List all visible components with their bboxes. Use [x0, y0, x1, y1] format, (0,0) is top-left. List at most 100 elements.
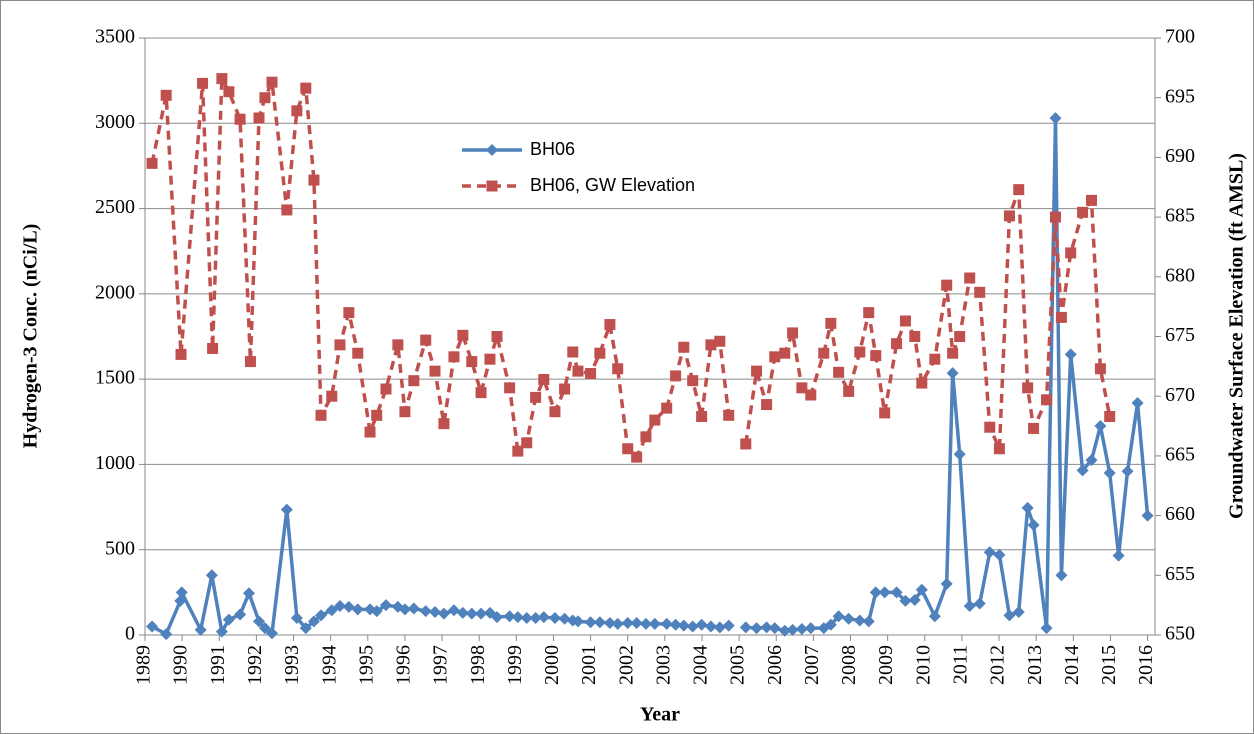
marker — [630, 617, 643, 630]
marker — [768, 622, 781, 635]
marker — [146, 157, 158, 169]
marker — [223, 86, 235, 98]
marker — [909, 331, 921, 342]
plot — [146, 72, 1154, 641]
marker — [993, 443, 1005, 455]
marker — [197, 77, 209, 89]
marker — [1094, 363, 1106, 375]
marker — [457, 329, 469, 341]
marker — [466, 356, 478, 368]
marker — [491, 331, 503, 342]
marker — [538, 373, 550, 385]
x-tick-label: 1994 — [318, 645, 340, 685]
marker — [1094, 420, 1107, 433]
marker — [567, 346, 579, 358]
marker — [660, 617, 673, 630]
marker — [805, 389, 817, 401]
marker — [486, 180, 498, 192]
x-tick-label: 2002 — [615, 645, 637, 685]
marker — [1085, 454, 1098, 467]
y2-tick-label: 665 — [1165, 443, 1195, 465]
x-tick-label: 2016 — [1135, 645, 1157, 685]
y-tick-label: 0 — [125, 623, 135, 645]
marker — [215, 625, 228, 638]
marker — [1077, 206, 1089, 218]
marker — [870, 350, 882, 362]
x-tick-label: 2013 — [1024, 645, 1046, 685]
marker — [1076, 464, 1089, 477]
marker — [1055, 311, 1067, 323]
marker — [983, 546, 996, 559]
marker — [511, 611, 524, 624]
marker — [631, 451, 643, 463]
marker — [342, 600, 355, 613]
marker — [648, 617, 661, 630]
marker — [878, 586, 891, 599]
marker — [622, 443, 634, 455]
marker — [475, 387, 487, 399]
x-tick-label: 1999 — [504, 645, 526, 685]
marker — [713, 621, 726, 634]
marker — [529, 611, 542, 624]
marker — [448, 351, 460, 363]
marker — [216, 73, 228, 85]
x-tick-label: 2012 — [987, 645, 1009, 685]
marker — [603, 617, 616, 630]
marker — [915, 583, 928, 596]
marker — [984, 421, 996, 433]
marker — [399, 406, 411, 418]
marker — [594, 347, 606, 359]
marker — [194, 623, 207, 636]
y-tick-label: 1500 — [95, 367, 135, 389]
marker — [266, 76, 278, 88]
marker — [584, 616, 597, 629]
marker — [899, 594, 912, 607]
marker — [954, 331, 966, 342]
y-tick-label: 3500 — [95, 26, 135, 48]
marker — [786, 623, 799, 636]
marker — [640, 431, 652, 443]
marker — [854, 346, 866, 358]
marker — [611, 617, 624, 630]
marker — [160, 89, 172, 101]
y-tick-label: 2500 — [95, 196, 135, 218]
marker — [1141, 509, 1154, 522]
marker — [941, 279, 953, 291]
marker — [761, 399, 773, 411]
y-tick-label: 3000 — [95, 111, 135, 133]
marker — [669, 618, 682, 631]
marker — [315, 409, 327, 421]
legend: BH06 BH06, GW Elevation — [462, 139, 695, 195]
x-tick-label: 2011 — [950, 645, 972, 684]
marker — [916, 377, 928, 389]
marker — [325, 604, 338, 617]
marker — [863, 307, 875, 319]
y2-tick-label: 655 — [1165, 563, 1195, 585]
y2-tick-label: 680 — [1165, 264, 1195, 286]
marker — [559, 383, 571, 395]
marker — [408, 375, 420, 387]
marker — [146, 620, 159, 633]
marker — [686, 620, 699, 633]
marker — [740, 438, 752, 450]
marker — [818, 347, 830, 359]
marker — [973, 597, 986, 610]
marker — [1086, 194, 1098, 206]
marker — [722, 619, 735, 632]
marker — [281, 204, 293, 216]
marker — [491, 611, 504, 624]
marker — [787, 327, 799, 339]
marker — [1022, 382, 1034, 394]
x-tick-label: 2008 — [838, 645, 860, 685]
x-tick-label: 2000 — [541, 645, 563, 685]
marker — [585, 368, 597, 380]
marker — [174, 594, 187, 607]
marker — [739, 621, 752, 634]
marker — [1065, 247, 1077, 259]
marker — [380, 383, 392, 395]
y2-tick-label: 695 — [1165, 85, 1195, 107]
marker — [333, 600, 346, 613]
marker — [465, 607, 478, 620]
marker — [890, 586, 903, 599]
